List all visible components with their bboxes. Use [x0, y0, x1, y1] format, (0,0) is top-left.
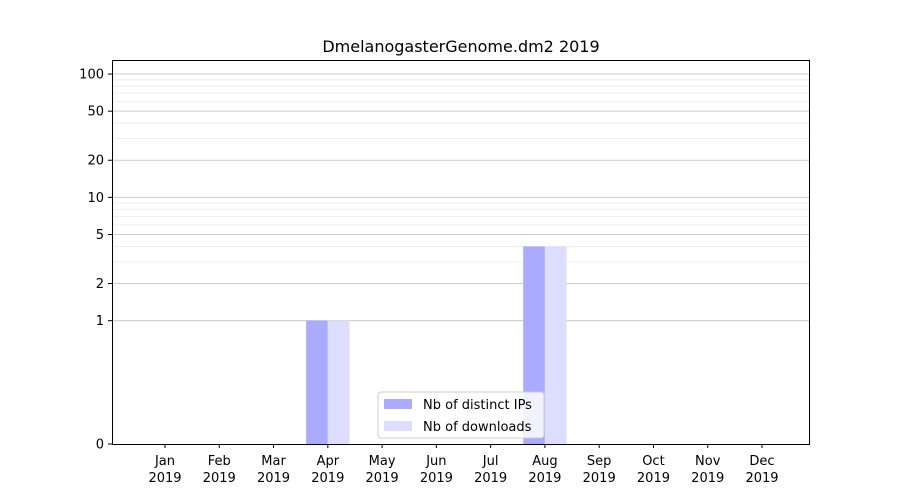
x-tick-label-year: 2019: [637, 471, 670, 486]
x-axis: Jan 2019 Feb 2019 Mar 2019 Apr 2019 May 2019 Jun 20…: [148, 444, 779, 486]
y-tick-label: 10: [87, 191, 104, 206]
x-tick-label-year: 2019: [203, 471, 236, 486]
legend-swatch: [384, 399, 412, 409]
y-tick-label: 5: [96, 228, 104, 243]
legend-box: [377, 391, 545, 439]
x-tick-label-year: 2019: [528, 471, 561, 486]
x-tick-label-month: Sep: [587, 454, 612, 469]
y-axis: 0 1 2 5 10 20 50 100: [79, 68, 112, 453]
legend-label: Nb of distinct IPs: [423, 398, 532, 413]
y-tick-label: 50: [87, 105, 104, 120]
x-tick-label-month: Dec: [749, 454, 774, 469]
x-tick-label-year: 2019: [691, 471, 724, 486]
bar: [306, 320, 328, 444]
legend-label: Nb of downloads: [423, 420, 532, 435]
legend-swatch: [384, 421, 412, 431]
x-tick-label-month: Mar: [261, 454, 286, 469]
x-tick-label-year: 2019: [583, 471, 616, 486]
x-tick-label-year: 2019: [474, 471, 507, 486]
x-tick-label-year: 2019: [148, 471, 181, 486]
x-tick-label-month: Jan: [154, 454, 175, 469]
x-tick-label-month: Apr: [317, 454, 340, 469]
x-tick-label-month: Nov: [695, 454, 721, 469]
x-tick-label-month: May: [369, 454, 396, 469]
y-tick-label: 2: [96, 277, 104, 292]
chart-title: DmelanogasterGenome.dm2 2019: [322, 37, 599, 56]
x-tick-label-month: Jun: [425, 454, 446, 469]
x-tick-label-year: 2019: [257, 471, 290, 486]
grid-lines: [112, 73, 809, 322]
y-tick-label: 0: [96, 438, 104, 453]
y-tick-label: 100: [79, 68, 104, 83]
x-tick-label-month: Feb: [208, 454, 231, 469]
y-tick-label: 1: [96, 314, 104, 329]
x-tick-label-year: 2019: [311, 471, 344, 486]
bar: [544, 246, 567, 444]
legend: Nb of distinct IPs Nb of downloads: [377, 391, 545, 439]
x-tick-label-year: 2019: [366, 471, 399, 486]
y-tick-label: 20: [87, 154, 104, 169]
x-tick-label-year: 2019: [745, 471, 778, 486]
plot-frame: [112, 60, 810, 445]
bar: [327, 320, 350, 444]
x-tick-label-month: Jul: [482, 454, 499, 469]
x-tick-label-month: Oct: [642, 454, 664, 469]
x-tick-label-year: 2019: [420, 471, 453, 486]
x-tick-label-month: Aug: [532, 454, 557, 469]
